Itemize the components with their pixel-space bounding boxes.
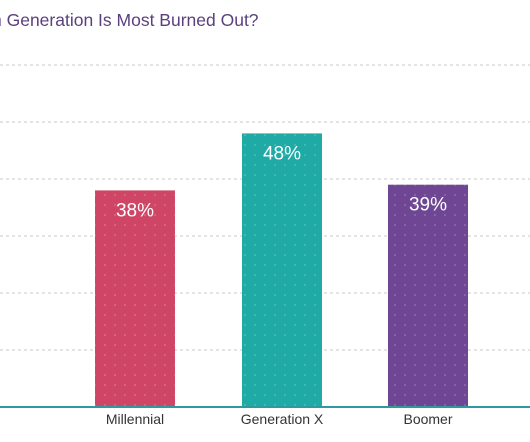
category-labels: Millennial Generation X Boomer <box>106 411 453 427</box>
bar-texture <box>242 133 322 407</box>
category-label: Generation X <box>241 411 324 427</box>
category-label: Boomer <box>403 411 452 427</box>
category-label: Millennial <box>106 411 164 427</box>
bar-texture <box>388 184 468 407</box>
bar-texture <box>95 190 175 407</box>
bar-value-label: 38% <box>116 200 154 221</box>
chart-title: n Generation Is Most Burned Out? <box>0 10 259 30</box>
bar-value-label: 39% <box>409 195 447 216</box>
bars: 38% 48% 39% <box>95 133 468 407</box>
bar-value-label: 48% <box>263 143 301 164</box>
